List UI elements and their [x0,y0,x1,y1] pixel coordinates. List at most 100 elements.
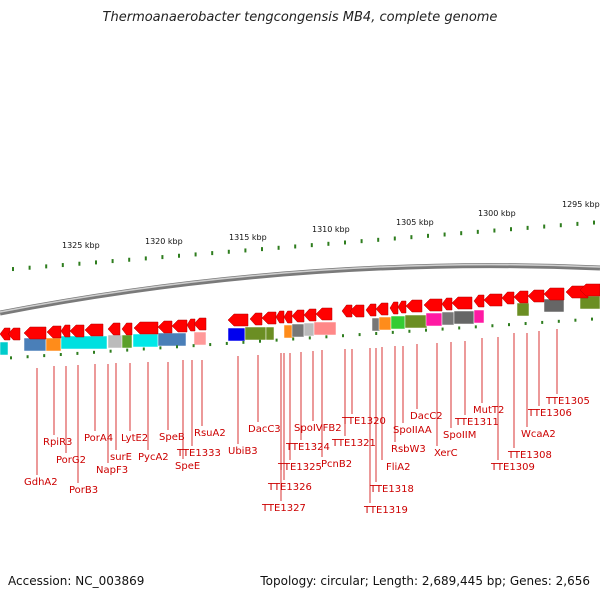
gene-dot [192,344,195,348]
scale-tick-label: 1305 kbp [396,218,434,227]
gene-label[interactable]: TTE1311 [454,417,499,428]
gene-arrow [501,291,515,305]
gene-arrow [275,310,285,324]
gene-label[interactable]: TTE1318 [369,484,414,495]
cog-category-bar [121,334,133,349]
scale-tick [61,263,64,268]
gene-label[interactable]: TTE1319 [363,505,408,516]
gene-arrow [527,289,545,303]
gene-label[interactable]: SpeB [159,432,185,443]
scale-tick [493,228,496,233]
gene-label[interactable]: surE [110,452,132,463]
gene-dot [159,346,162,350]
gene-label[interactable]: TTE1324 [285,442,330,453]
gene-arrow [375,302,389,316]
scale-tick-label: 1295 kbp [562,200,600,209]
gene-dot [508,323,510,327]
gene-label[interactable]: NapF3 [96,465,128,476]
gene-label[interactable]: LytE2 [121,433,148,444]
gene-label[interactable]: RsuA2 [194,428,226,439]
genome-backbone [0,263,600,316]
cog-category-bar [390,315,406,330]
gene-dot [441,327,444,331]
gene-arrow [441,297,453,311]
gene-label[interactable]: TTE1320 [341,416,386,427]
genome-backbone-highlight [0,263,600,313]
gene-label[interactable]: TTE1327 [261,503,306,514]
gene-dot [142,347,145,351]
scale-tick [310,243,313,248]
gene-label[interactable]: PorG2 [56,455,86,466]
gene-label[interactable]: TTE1308 [507,450,552,461]
gene-label[interactable]: SpoIIAA [393,425,432,436]
gene-arrow [473,294,485,308]
scale-tick [377,237,380,242]
topology-summary: Topology: circular; Length: 2,689,445 bp… [260,574,590,588]
gene-dot [242,340,245,344]
gene-label[interactable]: RsbW3 [391,444,426,455]
cog-category-bar [378,316,392,331]
gene-label[interactable]: RpiR3 [43,437,72,448]
gene-label[interactable]: TTE1326 [267,482,312,493]
cog-category-bar [473,309,485,324]
gene-dot [474,325,477,329]
gene-label[interactable]: DacC3 [248,424,281,435]
gene-label[interactable]: PorA4 [84,433,113,444]
gene-label[interactable]: SpoIIM [443,430,476,441]
gene-dot [425,328,427,332]
gene-arrow [133,321,159,335]
gene-arrow [483,293,503,307]
scale-tick [161,255,164,260]
gene-dot [325,335,328,339]
gene-label[interactable]: MutT2 [473,405,504,416]
scale-tick [144,256,147,261]
scale-tick [393,236,396,241]
gene-arrow [315,307,333,321]
gene-arrow [365,303,377,317]
gene-dot [292,337,295,341]
gene-label[interactable]: TTE1306 [527,408,572,419]
cog-category-bar [453,310,475,325]
gene-label[interactable]: PorB3 [69,485,98,496]
gene-label[interactable]: DacC2 [410,411,443,422]
scale-tick [211,251,214,256]
gene-label[interactable]: SpoIVFB2 [294,423,342,434]
scale-tick [261,247,263,252]
cog-category-bar [193,331,207,346]
gene-dot [76,351,79,355]
gene-dot [524,322,527,326]
gene-label[interactable]: UbiB3 [228,446,258,457]
cog-category-bar [441,311,455,326]
gene-label[interactable]: TTE1325 [277,462,322,473]
gene-arrow [23,326,47,340]
gene-dot [375,331,378,335]
gene-label[interactable]: TTE1333 [176,448,221,459]
gene-label[interactable]: TTE1321 [331,438,376,449]
gene-dot [574,318,577,322]
gene-label[interactable]: SpeE [175,461,200,472]
gene-dot [308,336,311,340]
gene-label[interactable]: TTE1305 [545,396,590,407]
gene-dot [209,343,212,347]
gene-label[interactable]: FliA2 [386,462,411,473]
gene-dot [26,355,29,359]
scale-tick [593,220,595,225]
gene-arrow [60,324,71,338]
cog-category-bar [404,314,428,329]
gene-label[interactable]: TTE1309 [490,462,535,473]
gene-dot [259,339,261,343]
gene-label[interactable]: PcnB2 [321,459,352,470]
gene-arrow [171,319,188,333]
gene-arrow [513,290,529,304]
scale-tick [111,259,114,264]
gene-label[interactable]: XerC [434,448,458,459]
scale-tick [178,253,180,258]
gene-label[interactable]: GdhA2 [24,477,58,488]
gene-arrow [283,310,293,324]
gene-dot [225,341,228,345]
gene-label[interactable]: PycA2 [138,452,169,463]
gene-label[interactable]: WcaA2 [521,429,556,440]
gene-arrow [423,298,443,312]
gene-arrow [405,299,423,313]
